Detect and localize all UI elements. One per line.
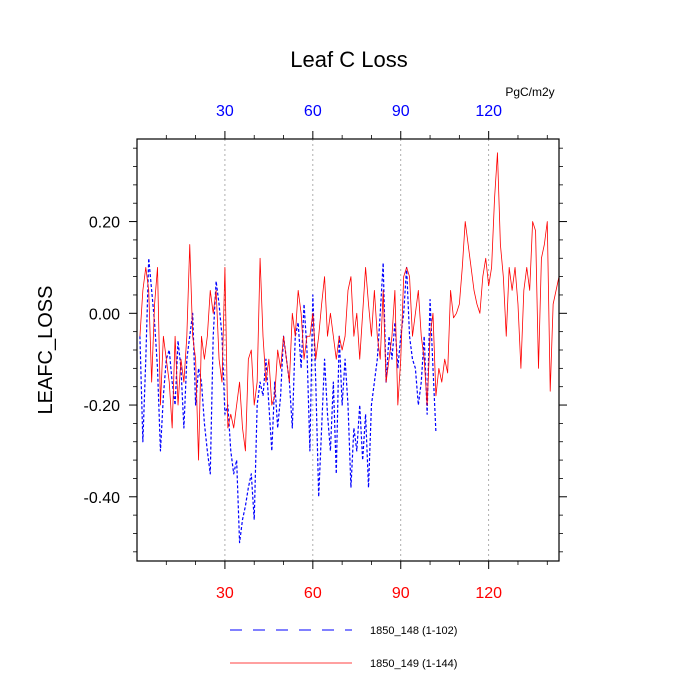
grid-layer: [224, 139, 490, 561]
series-layer: [139, 152, 560, 544]
y-tick-label: 0.00: [89, 306, 120, 323]
legend-label-1: 1850_148 (1-102): [370, 625, 457, 637]
units-label: PgC/m2y: [505, 85, 554, 99]
chart-title: Leaf C Loss: [290, 47, 407, 72]
series-line-2: [139, 152, 560, 461]
legend-label-2: 1850_149 (1-144): [370, 658, 457, 670]
x-tick-label-top: 60: [304, 103, 322, 120]
y-tick-label: 0.20: [89, 215, 120, 232]
x-tick-label-bottom: 120: [475, 585, 502, 602]
x-tick-label-top: 90: [392, 103, 410, 120]
axis-layer: -0.40 -0.20 0.00 0.20 30 30 60 60 90 90 120 120: [84, 103, 567, 602]
x-tick-label-bottom: 30: [216, 585, 234, 602]
x-tick-label-bottom: 90: [392, 585, 410, 602]
y-tick-label: -0.40: [84, 490, 121, 507]
plot-frame: [136, 138, 560, 562]
legend: 1850_148 (1-102) 1850_149 (1-144): [230, 625, 457, 670]
x-tick-label-top: 120: [475, 103, 502, 120]
series-line-1: [139, 257, 437, 544]
x-tick-label-top: 30: [216, 103, 234, 120]
x-tick-label-bottom: 60: [304, 585, 322, 602]
y-axis-label: LEAFC_LOSS: [35, 286, 57, 415]
y-tick-label: -0.20: [84, 398, 121, 415]
